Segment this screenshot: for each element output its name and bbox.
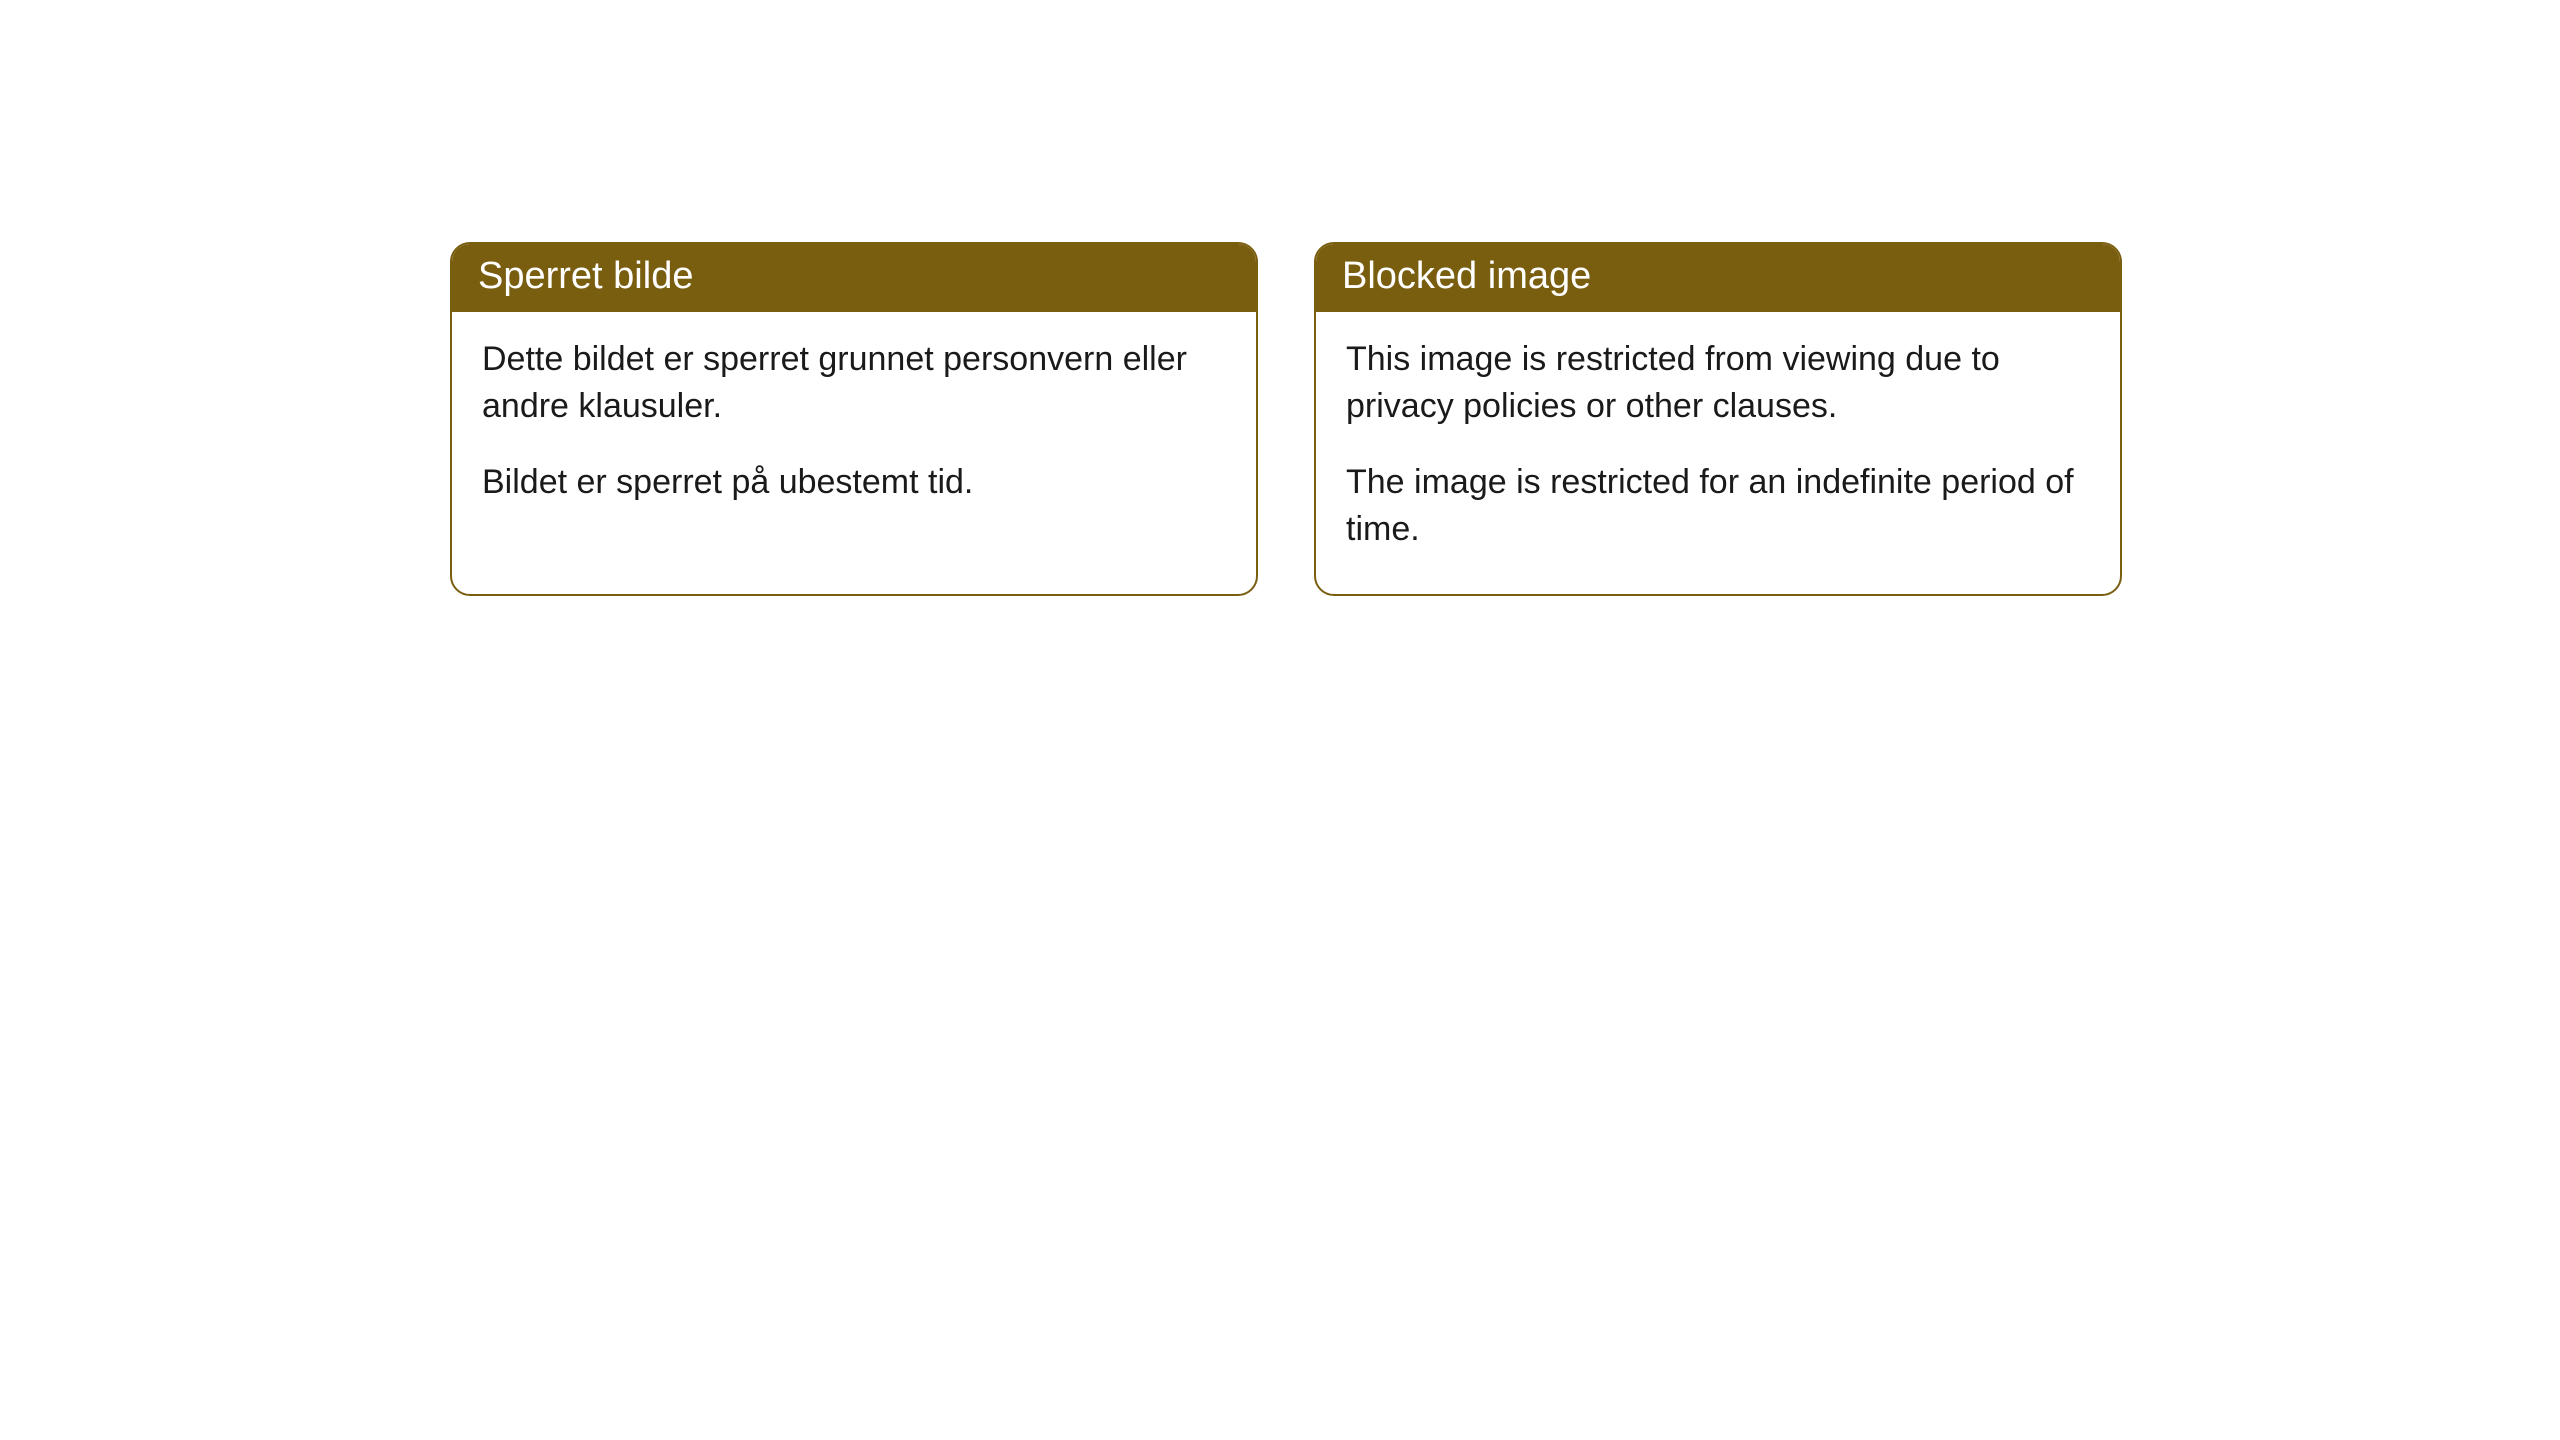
card-title-english: Blocked image (1342, 255, 1591, 297)
notice-card-english: Blocked image This image is restricted f… (1314, 242, 2122, 596)
card-text-norwegian-2: Bildet er sperret på ubestemt tid. (482, 459, 1226, 507)
notice-container: Sperret bilde Dette bildet er sperret gr… (0, 0, 2560, 596)
notice-card-norwegian: Sperret bilde Dette bildet er sperret gr… (450, 242, 1258, 596)
card-text-english-1: This image is restricted from viewing du… (1346, 336, 2090, 431)
card-text-norwegian-1: Dette bildet er sperret grunnet personve… (482, 336, 1226, 431)
card-title-norwegian: Sperret bilde (478, 255, 693, 297)
card-body-norwegian: Dette bildet er sperret grunnet personve… (452, 312, 1256, 547)
card-header-english: Blocked image (1316, 244, 2120, 312)
card-header-norwegian: Sperret bilde (452, 244, 1256, 312)
card-text-english-2: The image is restricted for an indefinit… (1346, 459, 2090, 554)
card-body-english: This image is restricted from viewing du… (1316, 312, 2120, 594)
